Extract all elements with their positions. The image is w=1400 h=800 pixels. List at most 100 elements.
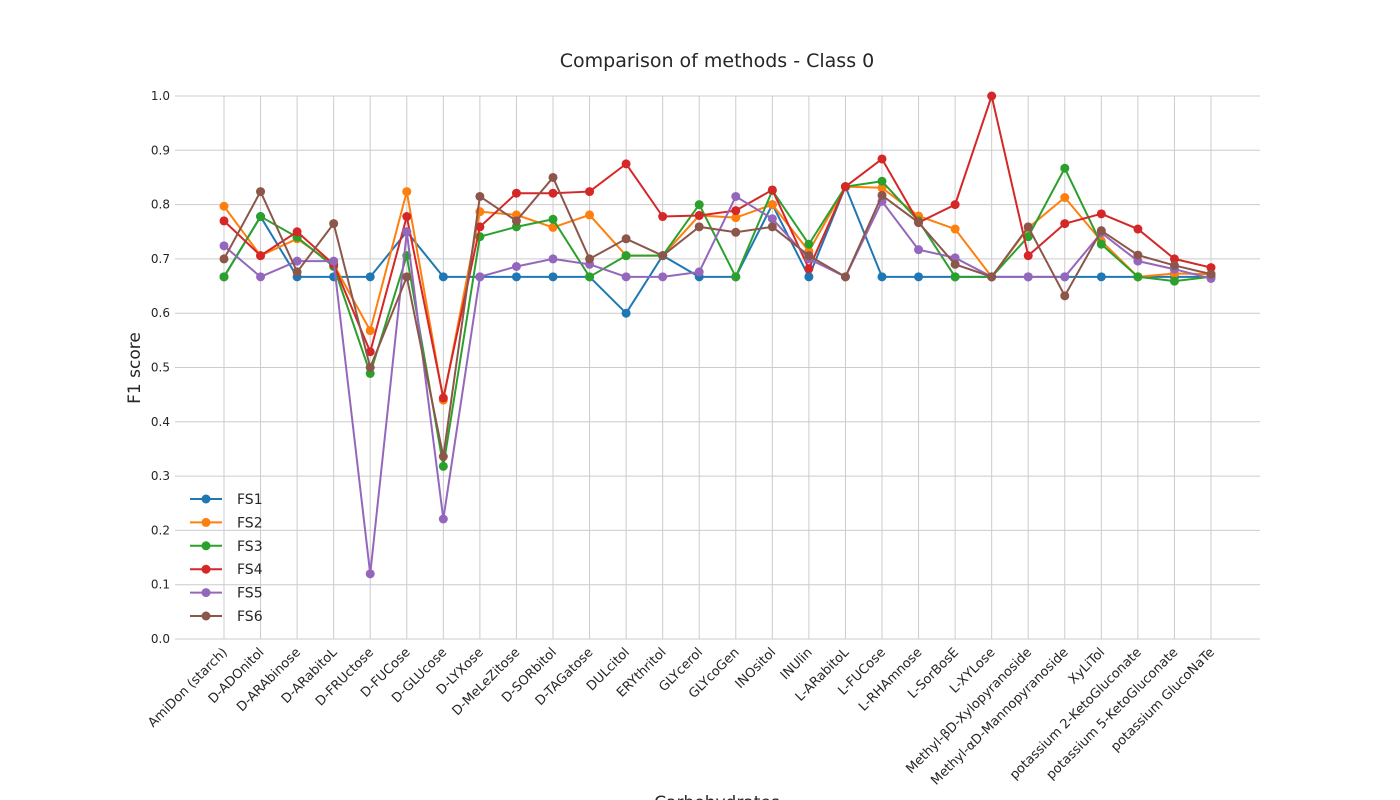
data-point: [914, 218, 924, 228]
y-tick-label: 0.1: [151, 578, 170, 592]
data-point: [1169, 254, 1179, 264]
data-point: [1133, 224, 1143, 234]
legend-label: FS4: [237, 562, 263, 578]
data-point: [950, 200, 960, 210]
data-point: [1169, 276, 1179, 286]
legend-marker: [201, 564, 211, 574]
data-point: [548, 214, 558, 224]
data-point: [1023, 222, 1033, 232]
data-point: [767, 222, 777, 232]
data-point: [1206, 269, 1216, 279]
data-point: [694, 210, 704, 220]
legend-label: FS1: [237, 492, 263, 508]
data-point: [731, 272, 741, 282]
data-point: [621, 234, 631, 244]
data-point: [731, 227, 741, 237]
data-point: [731, 213, 741, 223]
data-point: [329, 219, 339, 229]
data-point: [438, 452, 448, 462]
data-point: [658, 272, 668, 282]
series-line: [223, 185, 1212, 401]
y-tick-label: 0.3: [151, 469, 170, 483]
legend-marker: [201, 588, 211, 598]
data-point: [475, 222, 485, 232]
data-point: [877, 190, 887, 200]
data-point: [219, 254, 229, 264]
data-point: [731, 191, 741, 201]
chart-title: Comparison of methods - Class 0: [560, 50, 874, 72]
data-point: [511, 216, 521, 226]
data-point: [548, 254, 558, 264]
data-point: [1096, 239, 1106, 249]
y-tick-label: 0.2: [151, 523, 170, 537]
series-line: [223, 175, 1212, 457]
legend-label: FS2: [237, 515, 263, 531]
data-point: [402, 212, 412, 222]
data-point: [987, 272, 997, 282]
data-point: [438, 393, 448, 403]
data-point: [694, 267, 704, 277]
legend-marker: [201, 541, 211, 551]
data-point: [256, 212, 266, 222]
data-point: [1206, 263, 1216, 273]
data-point: [694, 222, 704, 232]
legend-label: FS5: [237, 586, 263, 602]
data-point: [256, 251, 266, 261]
data-point: [1060, 193, 1070, 203]
data-point: [840, 182, 850, 192]
legend-marker: [201, 517, 211, 527]
data-point: [365, 347, 375, 357]
data-point: [877, 183, 887, 193]
data-point: [1060, 291, 1070, 301]
data-point: [658, 212, 668, 222]
data-point: [585, 254, 595, 264]
legend-marker: [201, 494, 211, 504]
data-point: [548, 172, 558, 182]
data-point: [1060, 272, 1070, 282]
data-point: [950, 259, 960, 269]
y-tick-label: 0.4: [151, 415, 170, 429]
data-point: [1060, 219, 1070, 229]
data-point: [804, 264, 814, 274]
data-point: [621, 272, 631, 282]
data-point: [219, 216, 229, 226]
series-line: [223, 92, 1212, 399]
data-point: [914, 272, 924, 282]
data-point: [1133, 272, 1143, 282]
data-point: [1096, 226, 1106, 236]
data-point: [511, 188, 521, 198]
y-tick-label: 0.0: [151, 632, 170, 646]
data-point: [950, 224, 960, 234]
data-point: [1023, 232, 1033, 242]
data-point: [731, 206, 741, 216]
data-point: [804, 239, 814, 249]
data-point: [767, 200, 777, 210]
y-tick-label: 0.7: [151, 252, 170, 266]
x-tick-label: INOsitol: [733, 645, 780, 692]
data-point: [365, 272, 375, 282]
data-point: [767, 185, 777, 195]
data-point: [1169, 260, 1179, 270]
data-point: [877, 176, 887, 186]
data-point: [585, 187, 595, 197]
data-point: [365, 569, 375, 579]
x-tick-label: D-ARAbinose: [234, 645, 304, 715]
data-point: [694, 200, 704, 210]
data-point: [767, 214, 777, 224]
data-point: [438, 272, 448, 282]
data-point: [329, 256, 339, 266]
data-point: [1060, 163, 1070, 173]
data-point: [219, 241, 229, 251]
y-tick-label: 1.0: [151, 89, 170, 103]
data-point: [950, 253, 960, 263]
data-point: [256, 272, 266, 282]
data-point: [365, 326, 375, 336]
data-point: [877, 272, 887, 282]
data-point: [548, 222, 558, 232]
data-point: [804, 272, 814, 282]
series-line: [223, 166, 1212, 467]
data-point: [438, 514, 448, 524]
data-point: [840, 272, 850, 282]
data-point: [219, 201, 229, 211]
